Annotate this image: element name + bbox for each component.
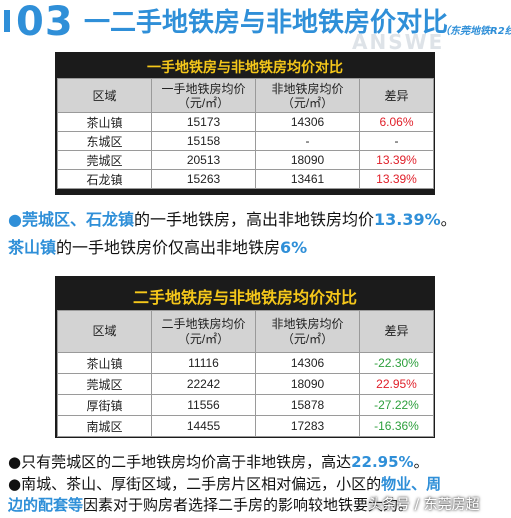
table2-header-cell: 二手地铁房均价 （元/㎡） — [151, 310, 256, 353]
table-row: 南城区 14455 17283 -16.36% — [57, 415, 434, 437]
table-row: 东城区 15158 - - — [57, 131, 434, 151]
summary-text: 的一手地铁房价仅高出非地铁房 — [56, 238, 281, 257]
source-watermark: 头条号 / 东莞房超 — [368, 497, 480, 513]
table-row: 莞城区 22242 18090 22.95% — [57, 373, 434, 395]
table-row: 石龙镇 15263 13461 13.39% — [57, 169, 434, 189]
table-cell: 15263 — [151, 169, 256, 189]
table-cell: 20513 — [151, 150, 256, 170]
table-cell: -27.22% — [359, 394, 434, 416]
summary-line-3: ●只有莞城区的二手地铁房均价高于非地铁房，高达22.95%。 — [8, 452, 508, 472]
highlight-percent: 13.39% — [374, 210, 441, 229]
summary-text: 因素对于购房者选择二手房的影响较地铁要大的。 — [83, 496, 414, 514]
section-number: 03 — [16, 0, 74, 45]
table1-header-cell: 差异 — [359, 78, 434, 113]
table-cell: 17283 — [255, 415, 360, 437]
table-cell: 13.39% — [359, 169, 434, 189]
table-row: 茶山镇 11116 14306 -22.30% — [57, 352, 434, 374]
table2-panel: 二手地铁房与非地铁房均价对比 区域 二手地铁房均价 （元/㎡） 非地铁房均价 （… — [55, 276, 435, 438]
table-cell: 茶山镇 — [57, 112, 152, 132]
table-cell: 厚街镇 — [57, 394, 152, 416]
table2-header-row: 区域 二手地铁房均价 （元/㎡） 非地铁房均价 （元/㎡） 差异 — [57, 310, 434, 353]
highlight-districts: 莞城区、石龙镇 — [21, 210, 134, 229]
table-cell: 13461 — [255, 169, 360, 189]
table-cell: - — [359, 131, 434, 151]
table-cell: 14306 — [255, 112, 360, 132]
highlight-percent: 6% — [280, 238, 308, 257]
table-cell: 11116 — [151, 352, 256, 374]
table2-header-cell: 差异 — [359, 310, 434, 353]
table-cell: 南城区 — [57, 415, 152, 437]
table1-header-row: 区域 一手地铁房均价 （元/㎡） 非地铁房均价 （元/㎡） 差异 — [57, 78, 434, 113]
table1-header-cell: 区域 — [57, 78, 152, 113]
table1: 区域 一手地铁房均价 （元/㎡） 非地铁房均价 （元/㎡） 差异 茶山镇 151… — [57, 78, 434, 189]
table-row: 莞城区 20513 18090 13.39% — [57, 150, 434, 170]
table1-title: 一手地铁房与非地铁房均价对比 — [147, 60, 343, 76]
table-cell: 22.95% — [359, 373, 434, 395]
highlight-percent: 22.95% — [351, 453, 414, 471]
summary-line-4: ●南城、茶山、厚街区域，二手房片区相对偏远，小区的物业、周 — [8, 474, 508, 494]
section-header: 03 一二手地铁房与非地铁房价对比 ANSWE （东莞地铁R2线 — [0, 0, 511, 54]
table2-header-cell: 区域 — [57, 310, 152, 353]
table-cell: 14455 — [151, 415, 256, 437]
table-cell: - — [255, 131, 360, 151]
table-cell: 18090 — [255, 150, 360, 170]
summary-text: 的一手地铁房，高出非地铁房均价 — [133, 210, 374, 229]
table-cell: 15173 — [151, 112, 256, 132]
highlight-factors: 物业、周 — [381, 475, 442, 493]
table-cell: 22242 — [151, 373, 256, 395]
summary-text: 只有莞城区的二手地铁房均价高于非地铁房，高达 — [21, 453, 352, 471]
table-row: 厚街镇 11556 15878 -27.22% — [57, 394, 434, 416]
table-cell: 13.39% — [359, 150, 434, 170]
table-cell: -22.30% — [359, 352, 434, 374]
summary-text: 。 — [413, 453, 429, 471]
table-cell: 石龙镇 — [57, 169, 152, 189]
table-row: 茶山镇 15173 14306 6.06% — [57, 112, 434, 132]
bullet-icon: ● — [8, 210, 22, 229]
table-cell: 14306 — [255, 352, 360, 374]
table-cell: 东城区 — [57, 131, 152, 151]
highlight-district: 茶山镇 — [8, 238, 57, 257]
summary-text: 。 — [440, 210, 457, 229]
summary-line-5: 边的配套等因素对于购房者选择二手房的影响较地铁要大的。 — [8, 495, 508, 515]
bullet-icon: ● — [8, 475, 22, 493]
table-cell: 11556 — [151, 394, 256, 416]
summary-text: 南城、茶山、厚街区域，二手房片区相对偏远，小区的 — [21, 475, 382, 493]
highlight-factors: 边的配套等 — [8, 496, 84, 514]
table-cell: 莞城区 — [57, 150, 152, 170]
table2: 区域 二手地铁房均价 （元/㎡） 非地铁房均价 （元/㎡） 差异 茶山镇 111… — [57, 310, 434, 437]
table-cell: -16.36% — [359, 415, 434, 437]
table1-panel: 一手地铁房与非地铁房均价对比 区域 一手地铁房均价 （元/㎡） 非地铁房均价 （… — [55, 52, 435, 195]
summary-line-1: ●莞城区、石龙镇的一手地铁房，高出非地铁房均价13.39%。 — [8, 209, 508, 231]
table-cell: 15158 — [151, 131, 256, 151]
table1-header-cell: 一手地铁房均价 （元/㎡） — [151, 78, 256, 113]
bullet-icon: ● — [8, 453, 22, 471]
table-cell: 茶山镇 — [57, 352, 152, 374]
table-cell: 莞城区 — [57, 373, 152, 395]
table1-header-cell: 非地铁房均价 （元/㎡） — [255, 78, 360, 113]
section-subtitle: （东莞地铁R2线 — [440, 26, 511, 37]
table2-title: 二手地铁房与非地铁房均价对比 — [132, 288, 357, 307]
section-title: 一二手地铁房与非地铁房价对比 — [84, 8, 449, 38]
table-cell: 6.06% — [359, 112, 434, 132]
header-watermark: ANSWE — [352, 30, 445, 54]
table-cell: 18090 — [255, 373, 360, 395]
table2-header-cell: 非地铁房均价 （元/㎡） — [255, 310, 360, 353]
table-cell: 15878 — [255, 394, 360, 416]
header-accent-bar — [4, 10, 10, 32]
summary-line-2: 茶山镇的一手地铁房价仅高出非地铁房6% — [8, 237, 508, 259]
